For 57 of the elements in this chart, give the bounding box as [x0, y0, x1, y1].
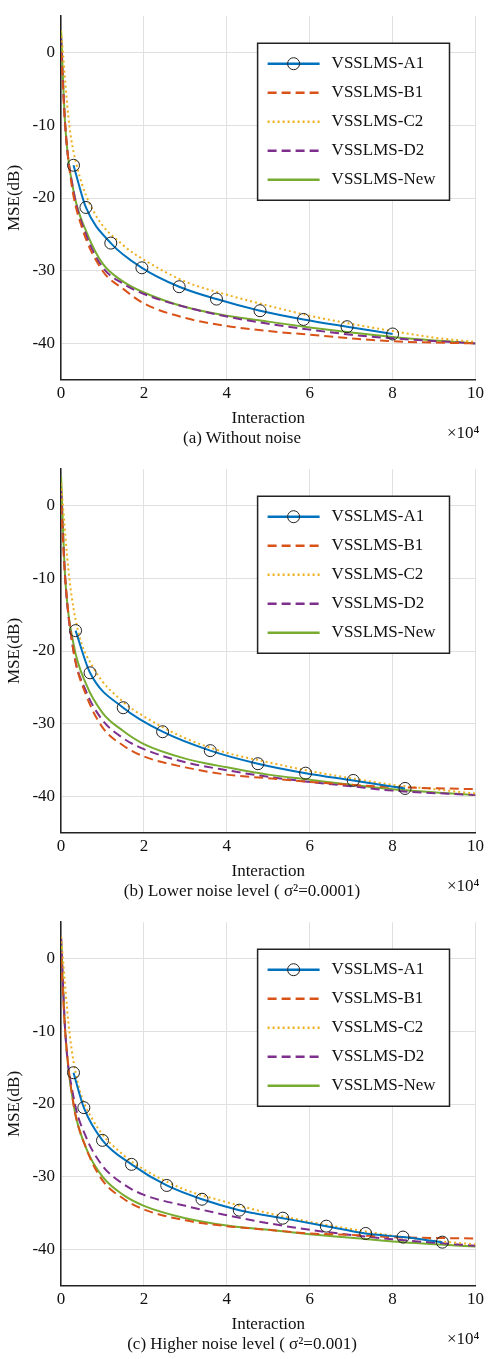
y-tick-label: -20: [32, 640, 56, 660]
text: (c) Higher noise level ( σ²=0.001): [127, 1334, 357, 1354]
x-tick-label: 8: [388, 836, 397, 856]
y-tick-label: -10: [32, 567, 56, 587]
legend-label: VSSLMS-B1: [331, 988, 424, 1008]
legend-label: VSSLMS-New: [331, 169, 437, 189]
legend-label: VSSLMS-D2: [331, 1046, 425, 1066]
text: ×10⁴: [446, 1328, 480, 1348]
x-axis-title: Interaction: [231, 1313, 306, 1333]
y-tick-label: 0: [46, 42, 56, 62]
text: (b) Lower noise level ( σ²=0.0001): [123, 881, 361, 901]
x-tick-label: 2: [139, 1289, 149, 1309]
y-tick-label: -30: [32, 1166, 56, 1186]
text: ×10⁴: [446, 875, 480, 895]
legend-label: VSSLMS-C2: [331, 1017, 424, 1037]
x-axis-title: Interaction: [231, 860, 306, 880]
y-tick-label: -20: [32, 187, 56, 207]
y-tick-label: -40: [32, 1238, 56, 1258]
y-tick-label: -20: [32, 1093, 56, 1113]
y-tick-label: -40: [32, 332, 56, 352]
y-tick-label: -30: [32, 713, 56, 733]
y-tick-label: 0: [46, 495, 56, 515]
x-tick-label: 8: [388, 383, 397, 403]
x-tick-label: 4: [222, 1289, 232, 1309]
x-tick-label: 4: [222, 836, 232, 856]
text: ×10⁴: [446, 422, 480, 442]
x-tick-label: 6: [305, 1289, 314, 1309]
y-tick-label: -40: [32, 785, 56, 805]
legend-label: VSSLMS-New: [331, 622, 437, 642]
x-tick-label: 4: [222, 383, 232, 403]
legend-label: VSSLMS-A1: [331, 506, 425, 526]
y-axis-title: MSE(dB): [3, 164, 23, 232]
y-tick-label: -10: [32, 114, 56, 134]
legend-label: VSSLMS-B1: [331, 535, 424, 555]
x-tick-label: 10: [467, 836, 484, 856]
x-axis-title: Interaction: [231, 407, 306, 427]
y-axis-title: MSE(dB): [3, 1070, 23, 1138]
x-tick-label: 10: [467, 383, 484, 403]
x-tick-label: 2: [139, 383, 149, 403]
legend-label: VSSLMS-C2: [331, 564, 424, 584]
x-tick-label: 6: [305, 383, 314, 403]
x-tick-label: 10: [467, 1289, 484, 1309]
legend-label: VSSLMS-A1: [331, 53, 425, 73]
y-tick-label: -30: [32, 260, 56, 280]
y-axis-title: MSE(dB): [3, 617, 23, 685]
legend-label: VSSLMS-D2: [331, 593, 425, 613]
text: (a) Without noise: [183, 428, 301, 448]
legend-label: VSSLMS-New: [331, 1075, 437, 1095]
legend-label: VSSLMS-C2: [331, 111, 424, 131]
legend-label: VSSLMS-A1: [331, 959, 425, 979]
legend-label: VSSLMS-B1: [331, 82, 424, 102]
x-tick-label: 8: [388, 1289, 397, 1309]
y-tick-label: 0: [46, 948, 56, 968]
x-tick-label: 6: [305, 836, 314, 856]
y-tick-label: -10: [32, 1020, 56, 1040]
legend-label: VSSLMS-D2: [331, 140, 425, 160]
x-tick-label: 2: [139, 836, 149, 856]
